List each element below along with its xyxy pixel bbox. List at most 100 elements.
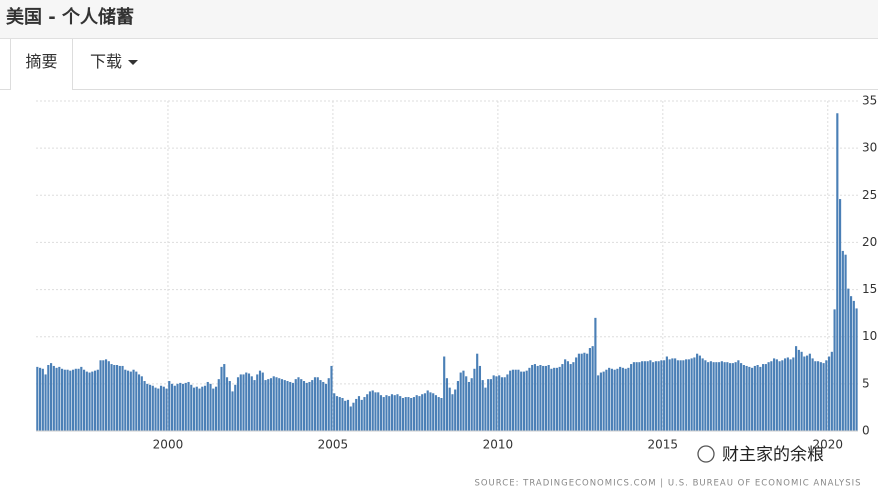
bar <box>437 397 440 431</box>
bar <box>572 362 575 431</box>
bar <box>294 379 297 431</box>
bar <box>357 396 361 431</box>
bar <box>819 362 822 431</box>
bar <box>283 380 286 431</box>
tab-summary[interactable]: 摘要 <box>10 39 73 90</box>
bar <box>704 360 707 431</box>
bar <box>115 365 119 431</box>
bar <box>817 361 820 431</box>
bar <box>412 397 416 431</box>
bar <box>770 361 773 431</box>
bar <box>349 406 352 431</box>
top-bar: 美国 - 个人储蓄 <box>0 0 878 39</box>
bar <box>759 366 762 431</box>
bar <box>107 361 110 431</box>
bar <box>157 388 160 431</box>
bar <box>432 393 435 431</box>
y-tick-label: 0 <box>862 424 870 438</box>
bar <box>808 353 811 431</box>
bar <box>660 360 663 431</box>
bar <box>610 368 613 431</box>
bar <box>121 365 124 431</box>
bar <box>734 362 737 431</box>
bar <box>371 390 374 431</box>
bar <box>300 379 303 431</box>
bar <box>93 370 97 431</box>
bar <box>451 394 454 431</box>
bar <box>720 361 723 431</box>
bar <box>214 386 218 431</box>
bar <box>462 370 465 431</box>
bar <box>291 382 295 431</box>
bar <box>236 377 240 431</box>
bar <box>305 382 308 431</box>
bar <box>49 363 53 431</box>
bar <box>341 398 344 431</box>
bar <box>132 369 135 431</box>
x-tick-label: 2000 <box>153 438 184 452</box>
bar <box>195 386 198 431</box>
x-tick-label: 2005 <box>318 438 349 452</box>
bar <box>264 380 267 431</box>
bar <box>481 380 484 431</box>
bar <box>135 371 138 431</box>
bar <box>443 356 446 431</box>
bar <box>544 365 547 431</box>
bar <box>256 374 259 431</box>
bar <box>542 365 545 431</box>
bar <box>401 398 405 431</box>
bar <box>165 388 168 431</box>
tab-download[interactable]: 下载 <box>90 39 139 89</box>
bar <box>795 346 798 431</box>
bar <box>346 399 350 431</box>
bar <box>698 355 701 431</box>
bar <box>665 356 668 431</box>
y-tick-label: 20 <box>862 235 877 249</box>
bar <box>388 396 391 431</box>
bar <box>297 377 300 431</box>
bar <box>459 372 462 431</box>
bar <box>608 367 611 431</box>
bar <box>327 378 330 431</box>
x-tick-label: 2020 <box>812 438 843 452</box>
x-tick-label: 2010 <box>483 438 514 452</box>
bar <box>663 360 666 431</box>
bar <box>624 368 627 431</box>
bar <box>511 369 515 431</box>
bar <box>492 375 495 431</box>
bar <box>434 395 438 431</box>
bar <box>126 370 130 431</box>
bar <box>616 368 619 431</box>
bar <box>96 369 99 431</box>
bar <box>162 386 165 431</box>
bar <box>429 392 432 431</box>
bar <box>583 352 586 431</box>
bar <box>605 369 608 431</box>
bar <box>726 362 729 431</box>
bar <box>63 369 66 431</box>
bar <box>190 384 193 431</box>
bar <box>718 362 721 431</box>
bar <box>635 362 638 431</box>
bar <box>654 361 657 431</box>
bar <box>509 370 512 431</box>
bar <box>187 381 190 431</box>
y-tick-label: 10 <box>862 329 877 343</box>
bar <box>137 374 141 431</box>
bar <box>547 365 550 431</box>
bar <box>764 364 767 431</box>
bar <box>113 365 116 431</box>
bar <box>258 370 262 431</box>
bar <box>465 376 468 431</box>
bar <box>333 393 336 431</box>
page-title: 美国 - 个人储蓄 <box>6 7 135 28</box>
bar <box>322 381 325 431</box>
bar <box>841 250 844 431</box>
bar <box>476 353 479 431</box>
bar <box>806 355 809 431</box>
bar <box>382 397 385 431</box>
bar <box>99 360 102 431</box>
bar <box>597 375 600 431</box>
bar <box>286 381 289 431</box>
bar <box>641 361 644 431</box>
